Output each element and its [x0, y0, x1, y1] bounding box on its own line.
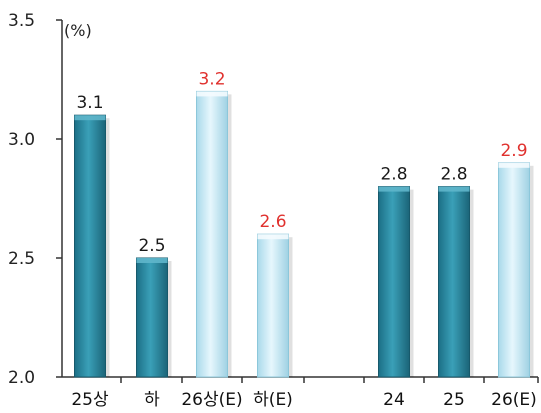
x-tick-label: 하 [144, 390, 160, 410]
x-tick-label: 25 [443, 390, 465, 410]
data-label: 3.1 [76, 93, 103, 113]
data-label: 3.2 [198, 69, 225, 89]
data-label: 2.5 [138, 236, 165, 256]
bar-top [196, 91, 228, 97]
unit-label: (%) [64, 21, 92, 40]
bar [257, 233, 289, 378]
x-tick-label: 24 [383, 390, 405, 410]
bar-top [498, 162, 530, 168]
bar-top [378, 186, 410, 192]
bar-top [74, 115, 106, 121]
y-tick-label: 2.0 [8, 368, 35, 388]
data-label: 2.8 [380, 165, 407, 185]
x-tick-label: 26상(E) [181, 390, 242, 410]
bar-top [257, 234, 289, 240]
data-label: 2.9 [500, 141, 527, 161]
bar [438, 186, 470, 378]
bar-top [438, 186, 470, 192]
labels-group: 3.1 25상 2.5 하 3.2 26상(E) 2.6 하(E) 2.8 24 2.8 25 2.9 2… [71, 69, 536, 410]
bar-top [136, 258, 168, 263]
y-tick-label: 3.0 [8, 130, 35, 150]
bar [196, 90, 228, 378]
x-tick-label: 하(E) [253, 390, 293, 410]
x-tick-label: 26(E) [491, 390, 537, 410]
bar [74, 114, 106, 378]
data-label: 2.8 [440, 165, 467, 185]
bar [136, 257, 168, 378]
bar [498, 162, 530, 378]
y-tick-label: 2.5 [8, 249, 35, 269]
y-tick-label: 3.5 [8, 11, 35, 31]
data-label: 2.6 [259, 212, 286, 232]
x-tick-label: 25상 [71, 390, 109, 410]
bar [378, 186, 410, 378]
bars-group [74, 90, 534, 378]
